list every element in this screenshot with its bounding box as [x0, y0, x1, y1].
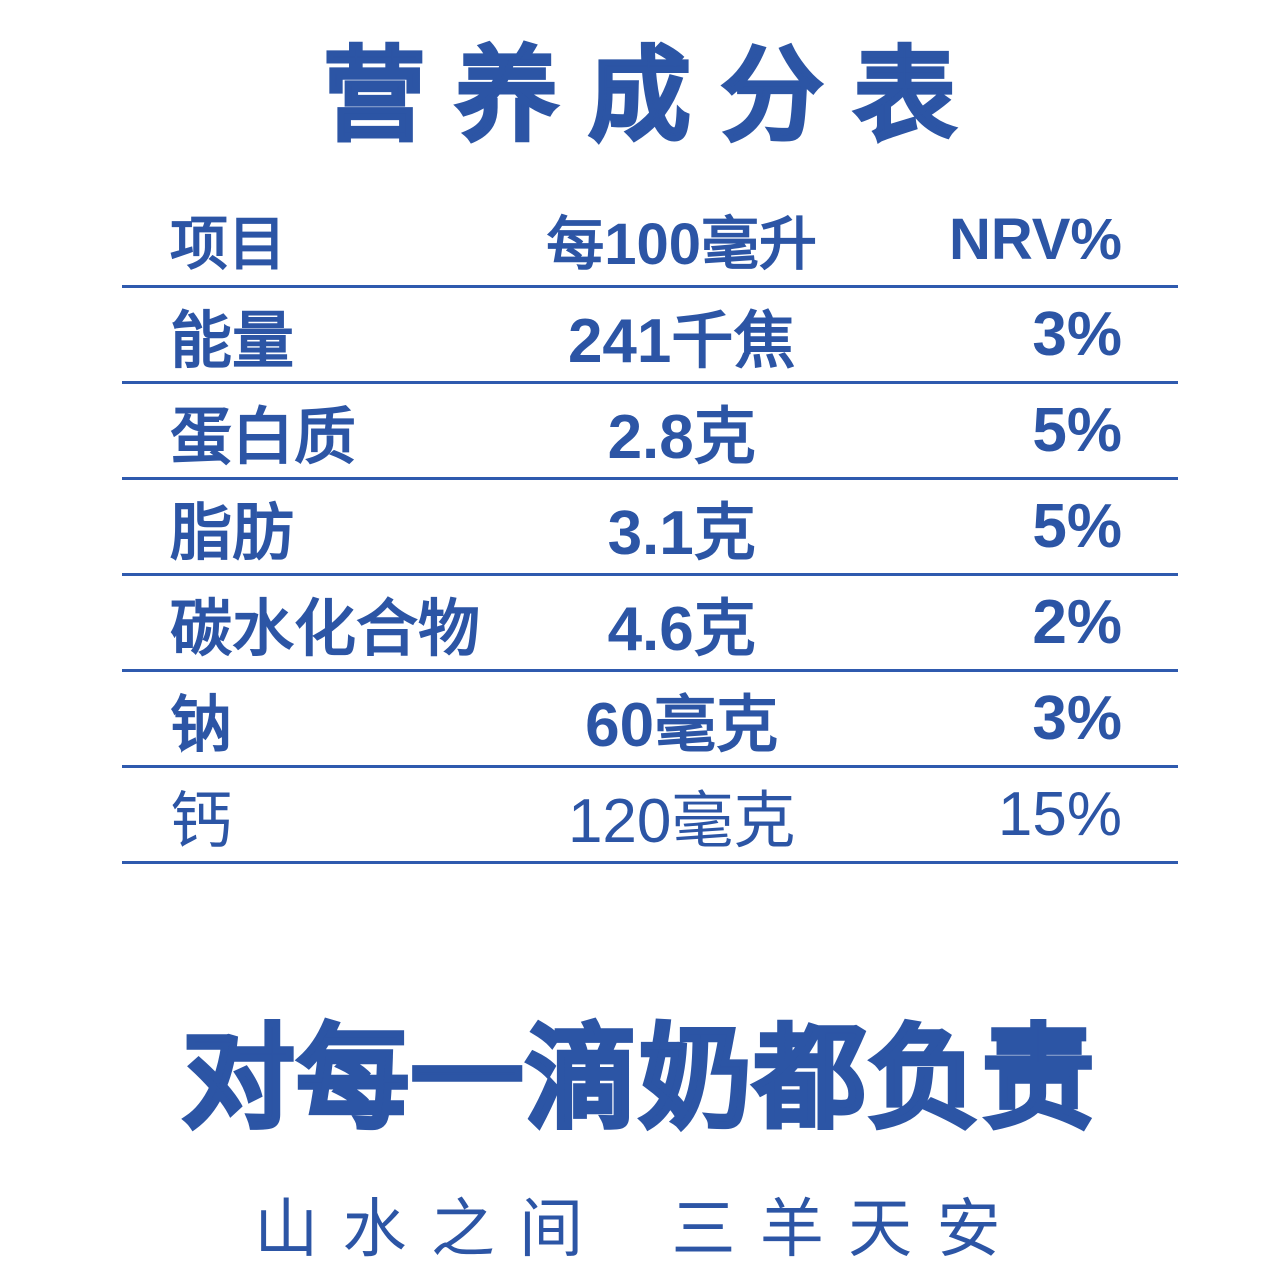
cell-nrv: 15% — [997, 780, 1122, 849]
brand-slogan: 对每一滴奶都负责 — [181, 1014, 1097, 1143]
cell-amount: 4.6克 — [607, 594, 756, 664]
table-row-sodium: 钠 60毫克 3% — [122, 672, 1178, 768]
cell-item: 碳水化合物 — [170, 594, 481, 664]
cell-nrv: 3% — [1032, 684, 1122, 753]
table-row-carbohydrate: 碳水化合物 4.6克 2% — [122, 576, 1178, 672]
header-cell-nrv: NRV% — [948, 206, 1122, 272]
cell-nrv: 2% — [1032, 588, 1122, 657]
header-cell-amount: 每100毫升 — [546, 212, 818, 277]
cell-amount: 2.8克 — [607, 402, 756, 472]
tagline-right: 三羊天安 — [671, 1193, 1025, 1265]
cell-nrv: 3% — [1032, 300, 1122, 369]
cell-item: 蛋白质 — [170, 402, 357, 472]
tagline-left: 山水之间 — [254, 1193, 608, 1265]
page-title: 营养成分表 — [322, 38, 987, 155]
cell-nrv: 5% — [1032, 396, 1122, 465]
brand-tagline: 山水之间 三羊天安 — [0, 1178, 1279, 1270]
cell-amount: 120毫克 — [567, 786, 796, 856]
table-row-fat: 脂肪 3.1克 5% — [122, 480, 1178, 576]
cell-amount: 3.1克 — [607, 498, 756, 568]
table-row-protein: 蛋白质 2.8克 5% — [122, 384, 1178, 480]
cell-amount: 60毫克 — [585, 690, 779, 760]
table-header-row: 项目 每100毫升 NRV% — [122, 193, 1178, 288]
cell-item: 钠 — [170, 690, 233, 760]
nutrition-table: 项目 每100毫升 NRV% 能量 241千焦 3% 蛋白质 2.8克 5% 脂… — [122, 193, 1178, 864]
cell-nrv: 5% — [1032, 492, 1122, 561]
cell-item: 脂肪 — [170, 498, 295, 568]
table-row-energy: 能量 241千焦 3% — [122, 288, 1178, 384]
cell-amount: 241千焦 — [567, 306, 796, 376]
cell-item: 钙 — [170, 786, 233, 856]
cell-item: 能量 — [170, 306, 295, 376]
header-cell-item: 项目 — [170, 212, 287, 277]
table-row-calcium: 钙 120毫克 15% — [122, 768, 1178, 864]
